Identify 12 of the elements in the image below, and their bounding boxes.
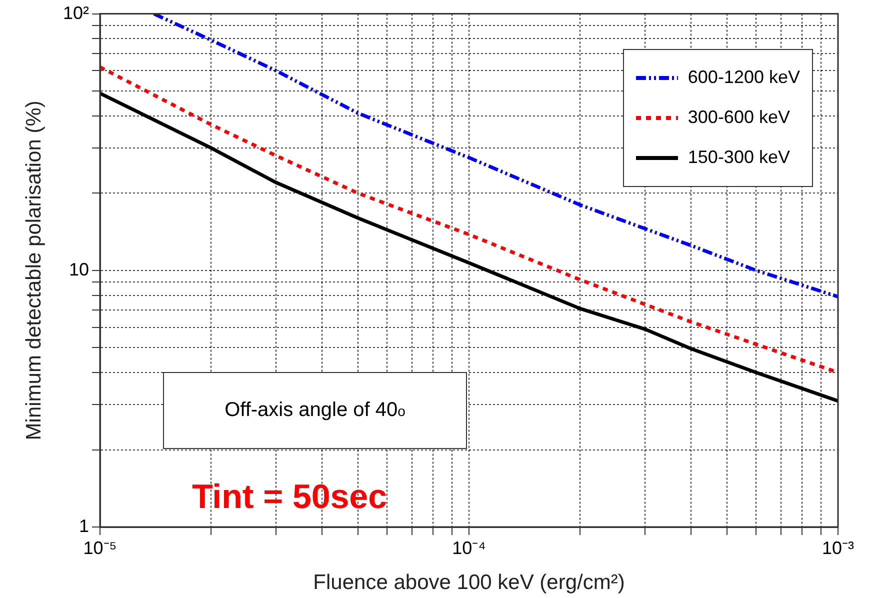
legend-label: 150-300 keV (688, 147, 790, 168)
x-tick-label: 10⁻³ (822, 538, 854, 558)
x-axis-title: Fluence above 100 keV (erg/cm²) (313, 571, 625, 594)
y-tick-label: 1 (78, 516, 89, 536)
annotation: Tint = 50sec (192, 478, 387, 517)
y-axis-title: Minimum detectable polarisation (%) (22, 100, 46, 440)
y-tick-label: 10 (68, 259, 89, 280)
y-tick-label: 10² (62, 2, 90, 23)
legend-label: 300-600 keV (688, 107, 790, 128)
x-tick-label: 10⁻⁵ (83, 538, 117, 558)
x-tick-label: 10⁻⁴ (452, 538, 486, 558)
legend-label: 600-1200 keV (688, 67, 800, 88)
